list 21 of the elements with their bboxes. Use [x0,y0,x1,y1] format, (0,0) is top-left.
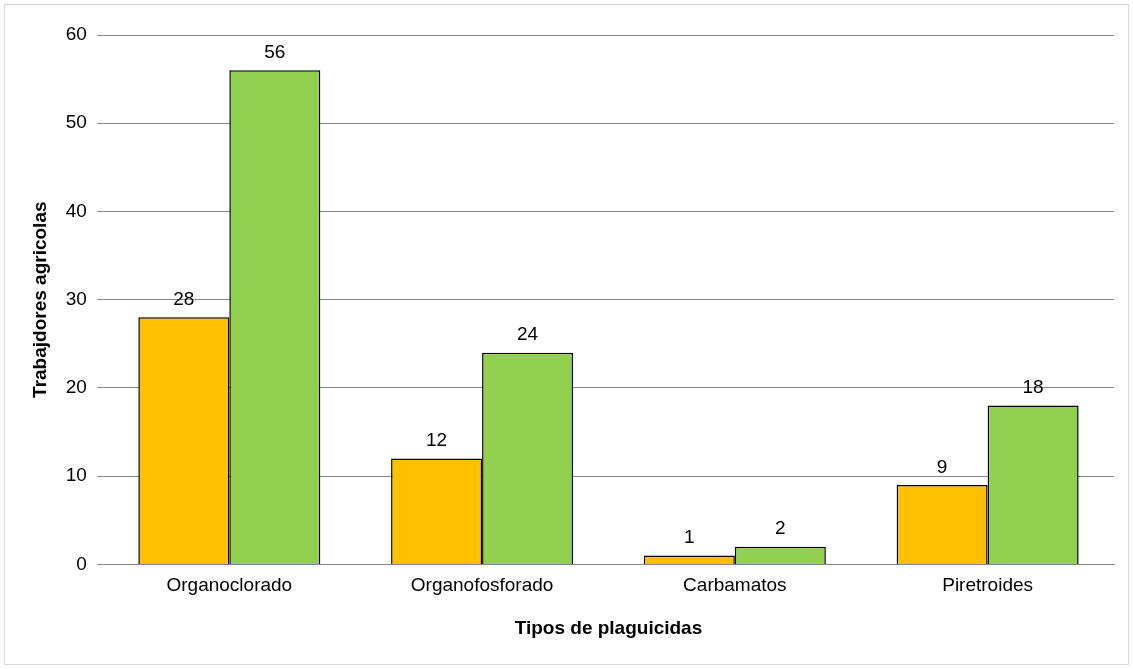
y-tick-label: 60 [65,23,87,45]
x-tick-label: Carbamatos [683,574,787,596]
y-axis-title: Trabajdores agricolas [28,201,50,398]
x-tick-label: Piretroides [942,574,1034,596]
data-label: 12 [426,429,448,451]
x-tick-label: Organofosforado [410,574,554,596]
data-label: 18 [1022,376,1044,398]
data-label: 1 [684,526,695,548]
y-tick-label: 0 [76,552,87,574]
data-label: 28 [173,288,195,310]
data-label: 24 [517,323,539,345]
y-tick-label: 30 [65,287,87,309]
y-tick-label: 40 [65,199,87,221]
y-tick-label: 20 [65,376,87,398]
data-label: 56 [264,41,286,63]
x-tick-label: Organoclorado [166,574,293,596]
y-tick-label: 10 [65,464,87,486]
x-axis-title: Tipos de plaguicidas [514,616,703,638]
data-label: 2 [775,517,786,539]
y-tick-label: 50 [65,111,87,133]
data-label: 9 [936,455,948,477]
